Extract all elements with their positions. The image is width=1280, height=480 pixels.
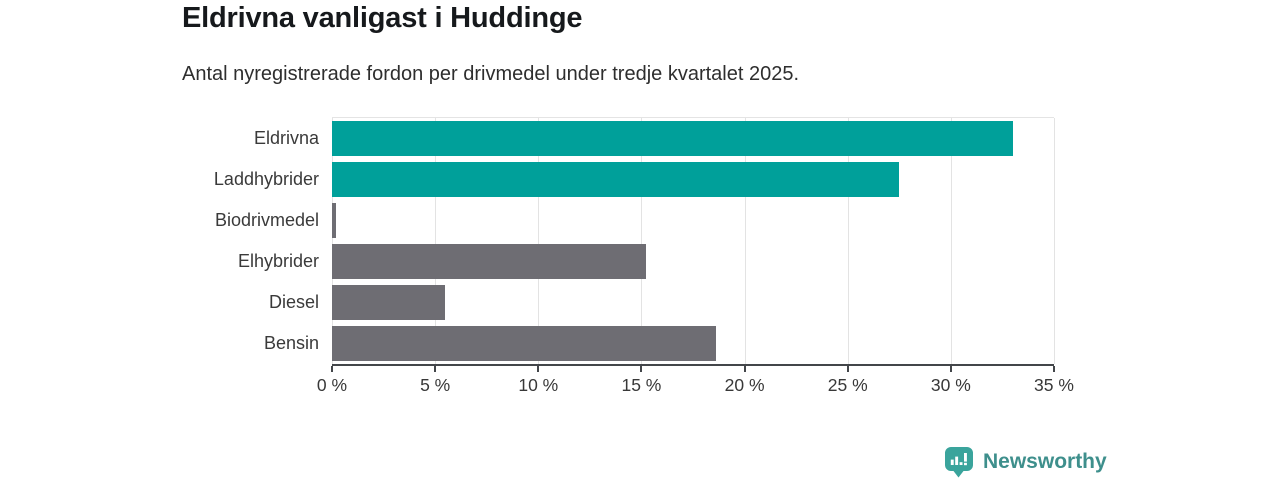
category-label-eldrivna: Eldrivna — [253, 128, 319, 148]
x-tick-label: 25 % — [827, 375, 868, 395]
category-label-diesel: Diesel — [268, 292, 319, 312]
bar-diesel — [332, 285, 446, 320]
x-tick-label: 5 % — [420, 375, 451, 395]
newsworthy-wordmark: Newsworthy — [983, 450, 1107, 473]
x-tick-label: 35 % — [1034, 375, 1074, 395]
gridline — [744, 118, 746, 364]
x-tick-label: 30 % — [930, 375, 971, 395]
category-label-bensin: Bensin — [263, 333, 319, 353]
category-label-biodrivmedel: Biodrivmedel — [214, 210, 319, 230]
x-tick-label: 20 % — [724, 375, 765, 395]
x-tick — [1053, 366, 1055, 372]
newsworthy-logo[interactable]: Newsworthy — [944, 445, 1107, 479]
x-tick — [743, 366, 746, 372]
gridline — [435, 118, 437, 364]
gridline — [1054, 118, 1055, 364]
x-tick — [331, 366, 333, 372]
bar-eldrivna — [332, 121, 1013, 156]
bar-elhybrider — [332, 244, 646, 279]
gridline — [538, 118, 540, 364]
plot-area — [332, 117, 1055, 366]
chart-subtitle: Antal nyregistrerade fordon per drivmede… — [182, 63, 800, 85]
category-label-laddhybrider: Laddhybrider — [213, 169, 319, 189]
x-tick — [846, 366, 849, 372]
x-axis: 0 % 5 % 10 % 15 % 20 % 25 % 30 % 35 % — [317, 366, 1074, 400]
x-tick — [537, 366, 540, 372]
x-tick-label: 10 % — [518, 375, 559, 395]
gridline — [332, 118, 333, 364]
x-tick — [949, 366, 952, 372]
bar-biodrivmedel — [332, 203, 337, 238]
x-tick — [434, 366, 437, 372]
chart-title: Eldrivna vanligast i Huddinge — [182, 2, 583, 34]
x-tick-label: 15 % — [621, 375, 662, 395]
newsworthy-icon — [944, 446, 974, 479]
x-tick — [640, 366, 643, 372]
bar-bensin — [332, 326, 716, 361]
category-label-elhybrider: Elhybrider — [237, 251, 319, 271]
gridline — [847, 118, 849, 364]
gridline — [641, 118, 643, 364]
gridline — [950, 118, 952, 364]
bar-laddhybrider — [332, 162, 900, 197]
category-labels: Eldrivna Laddhybrider Biodrivmedel Elhybrid… — [0, 118, 319, 364]
x-tick-label: 0 % — [316, 375, 348, 395]
